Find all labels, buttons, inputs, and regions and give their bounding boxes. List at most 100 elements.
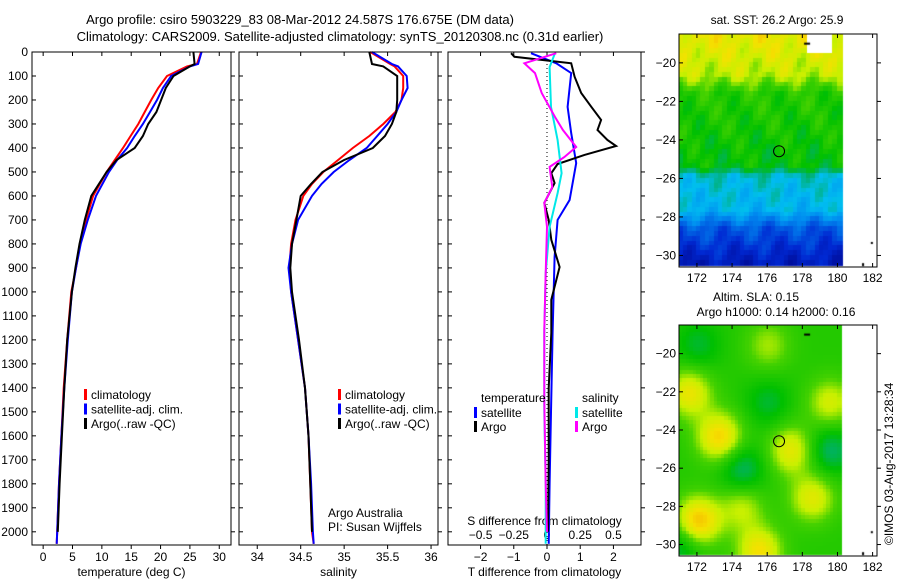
sla-map-subtitle: Argo h1000: 0.14 h2000: 0.16: [697, 305, 856, 319]
x-axis-label: salinity: [320, 565, 357, 579]
x-tick-label: 0: [40, 550, 47, 564]
legend-label: satellite-adj. clim.: [345, 403, 437, 417]
y-tick-label: 1900: [1, 501, 28, 515]
latitude-tick-label: −26: [656, 171, 677, 185]
plot-frame: [238, 51, 439, 546]
longitude-tick-label: 182: [863, 560, 883, 574]
longitude-tick-label: 174: [722, 271, 742, 285]
secondary-tick-label: 0: [544, 528, 551, 542]
legend-label: Argo(..raw -QC): [91, 417, 176, 431]
latitude-tick-label: −22: [656, 94, 677, 108]
longitude-tick-label: 172: [687, 271, 707, 285]
x-axis-label: temperature (deg C): [77, 565, 185, 579]
y-tick-label: 100: [8, 69, 28, 83]
longitude-tick-label: 174: [722, 560, 742, 574]
x-tick-label: 35.5: [376, 550, 400, 564]
figure-title-line1: Argo profile: csiro 5903229_83 08-Mar-20…: [86, 12, 514, 27]
legend-swatch: [338, 403, 341, 415]
legend-label: satellite: [481, 406, 522, 420]
legend-swatch: [338, 418, 341, 429]
y-tick-label: 1100: [2, 309, 28, 323]
sst-map-panel: 172 174 176 178 180 182 −20 −22 −24 −26 −28 −30: [656, 33, 883, 285]
x-tick-label: 15: [125, 550, 139, 564]
copyright-footer: ©IMOS 03-Aug-2017 13:28:34: [882, 382, 896, 545]
y-tick-label: 1600: [1, 429, 28, 443]
annotation-line2: PI: Susan Wijffels: [328, 520, 422, 534]
y-tick-label: 1300: [1, 357, 28, 371]
legend-swatch: [84, 418, 87, 429]
series-line-argo-raw-qc-: [56, 51, 196, 532]
series-line-satellite-adj-clim-: [55, 51, 203, 544]
secondary-tick-label: 0.5: [605, 528, 622, 542]
legend-label: Argo: [582, 420, 608, 434]
legend-swatch: [474, 421, 477, 432]
x-axis-label: T difference from climatology: [468, 565, 622, 579]
y-tick-label: 500: [8, 165, 28, 179]
legend-label: Argo: [481, 420, 507, 434]
y-tick-label: 700: [8, 213, 28, 227]
y-tick-label: 0: [21, 45, 28, 59]
latitude-tick-label: −20: [656, 347, 677, 361]
y-tick-label: 2000: [1, 525, 28, 539]
sla-map-canvas: [679, 325, 877, 556]
series-line-salinity-argo: [522, 52, 578, 532]
y-tick-label: 1200: [1, 333, 28, 347]
x-tick-label: −2: [474, 550, 488, 564]
y-tick-label: 1800: [1, 477, 28, 491]
figure-title-line2: Climatology: CARS2009. Satellite-adjuste…: [77, 29, 604, 44]
longitude-tick-label: 180: [827, 271, 847, 285]
legend-swatch: [474, 407, 477, 418]
y-tick-label: 400: [8, 141, 28, 155]
series-line-climatology: [55, 51, 203, 544]
secondary-tick-label: −0.25: [499, 528, 530, 542]
x-tick-label: 10: [95, 550, 109, 564]
x-tick-label: −1: [507, 550, 521, 564]
sst-map-canvas: [679, 34, 877, 267]
plot-frame: [31, 51, 232, 546]
secondary-tick-label: −0.5: [469, 528, 493, 542]
salinity-profile-panel: 34 34.5 35 35.5 36 salinity climatologysatelli…: [238, 51, 442, 579]
x-tick-label: 2: [610, 550, 617, 564]
annotation-line1: Argo Australia: [328, 506, 403, 520]
longitude-tick-label: 176: [757, 560, 777, 574]
legend-header-salinity: salinity: [582, 391, 619, 405]
longitude-tick-label: 178: [792, 560, 812, 574]
x-tick-label: 1: [577, 550, 584, 564]
sla-map-title: Altim. SLA: 0.15: [713, 290, 799, 304]
latitude-tick-label: −30: [656, 248, 677, 262]
legend-swatch: [84, 389, 87, 400]
y-tick-label: 800: [8, 237, 28, 251]
x-tick-label: 34.5: [289, 550, 313, 564]
latitude-tick-label: −20: [656, 56, 677, 70]
x-tick-label: 35: [337, 550, 351, 564]
y-tick-label: 300: [8, 117, 28, 131]
longitude-tick-label: 178: [792, 271, 812, 285]
x-tick-label: 0: [544, 550, 551, 564]
map-frame: [678, 33, 878, 268]
latitude-tick-label: −28: [656, 499, 677, 513]
legend-label: satellite-adj. clim.: [91, 403, 183, 417]
y-tick-label: 600: [8, 189, 28, 203]
latitude-tick-label: −28: [656, 210, 677, 224]
argo-float-location-marker: [773, 145, 786, 158]
legend-swatch: [575, 407, 578, 418]
x-tick-label: 34: [251, 550, 265, 564]
latitude-tick-label: −22: [656, 385, 677, 399]
series-line-temperature-argo: [510, 52, 619, 532]
y-tick-label: 1000: [1, 285, 28, 299]
latitude-tick-label: −24: [656, 423, 677, 437]
sst-map-title: sat. SST: 26.2 Argo: 25.9: [711, 13, 844, 27]
legend-label: satellite: [582, 406, 623, 420]
x-tick-label: 5: [69, 550, 76, 564]
y-tick-label: 1400: [1, 381, 28, 395]
argo-float-location-marker: [773, 435, 786, 448]
plot-frame: [447, 51, 642, 546]
series-line-argo-raw-qc-: [289, 51, 399, 532]
longitude-tick-label: 182: [863, 271, 883, 285]
legend-swatch: [575, 421, 578, 432]
temperature-profile-panel: 0100200300400500600700800900100011001200…: [1, 45, 235, 579]
y-tick-label: 1700: [1, 453, 28, 467]
x-tick-label: 20: [154, 550, 168, 564]
secondary-tick-label: 0.25: [569, 528, 593, 542]
